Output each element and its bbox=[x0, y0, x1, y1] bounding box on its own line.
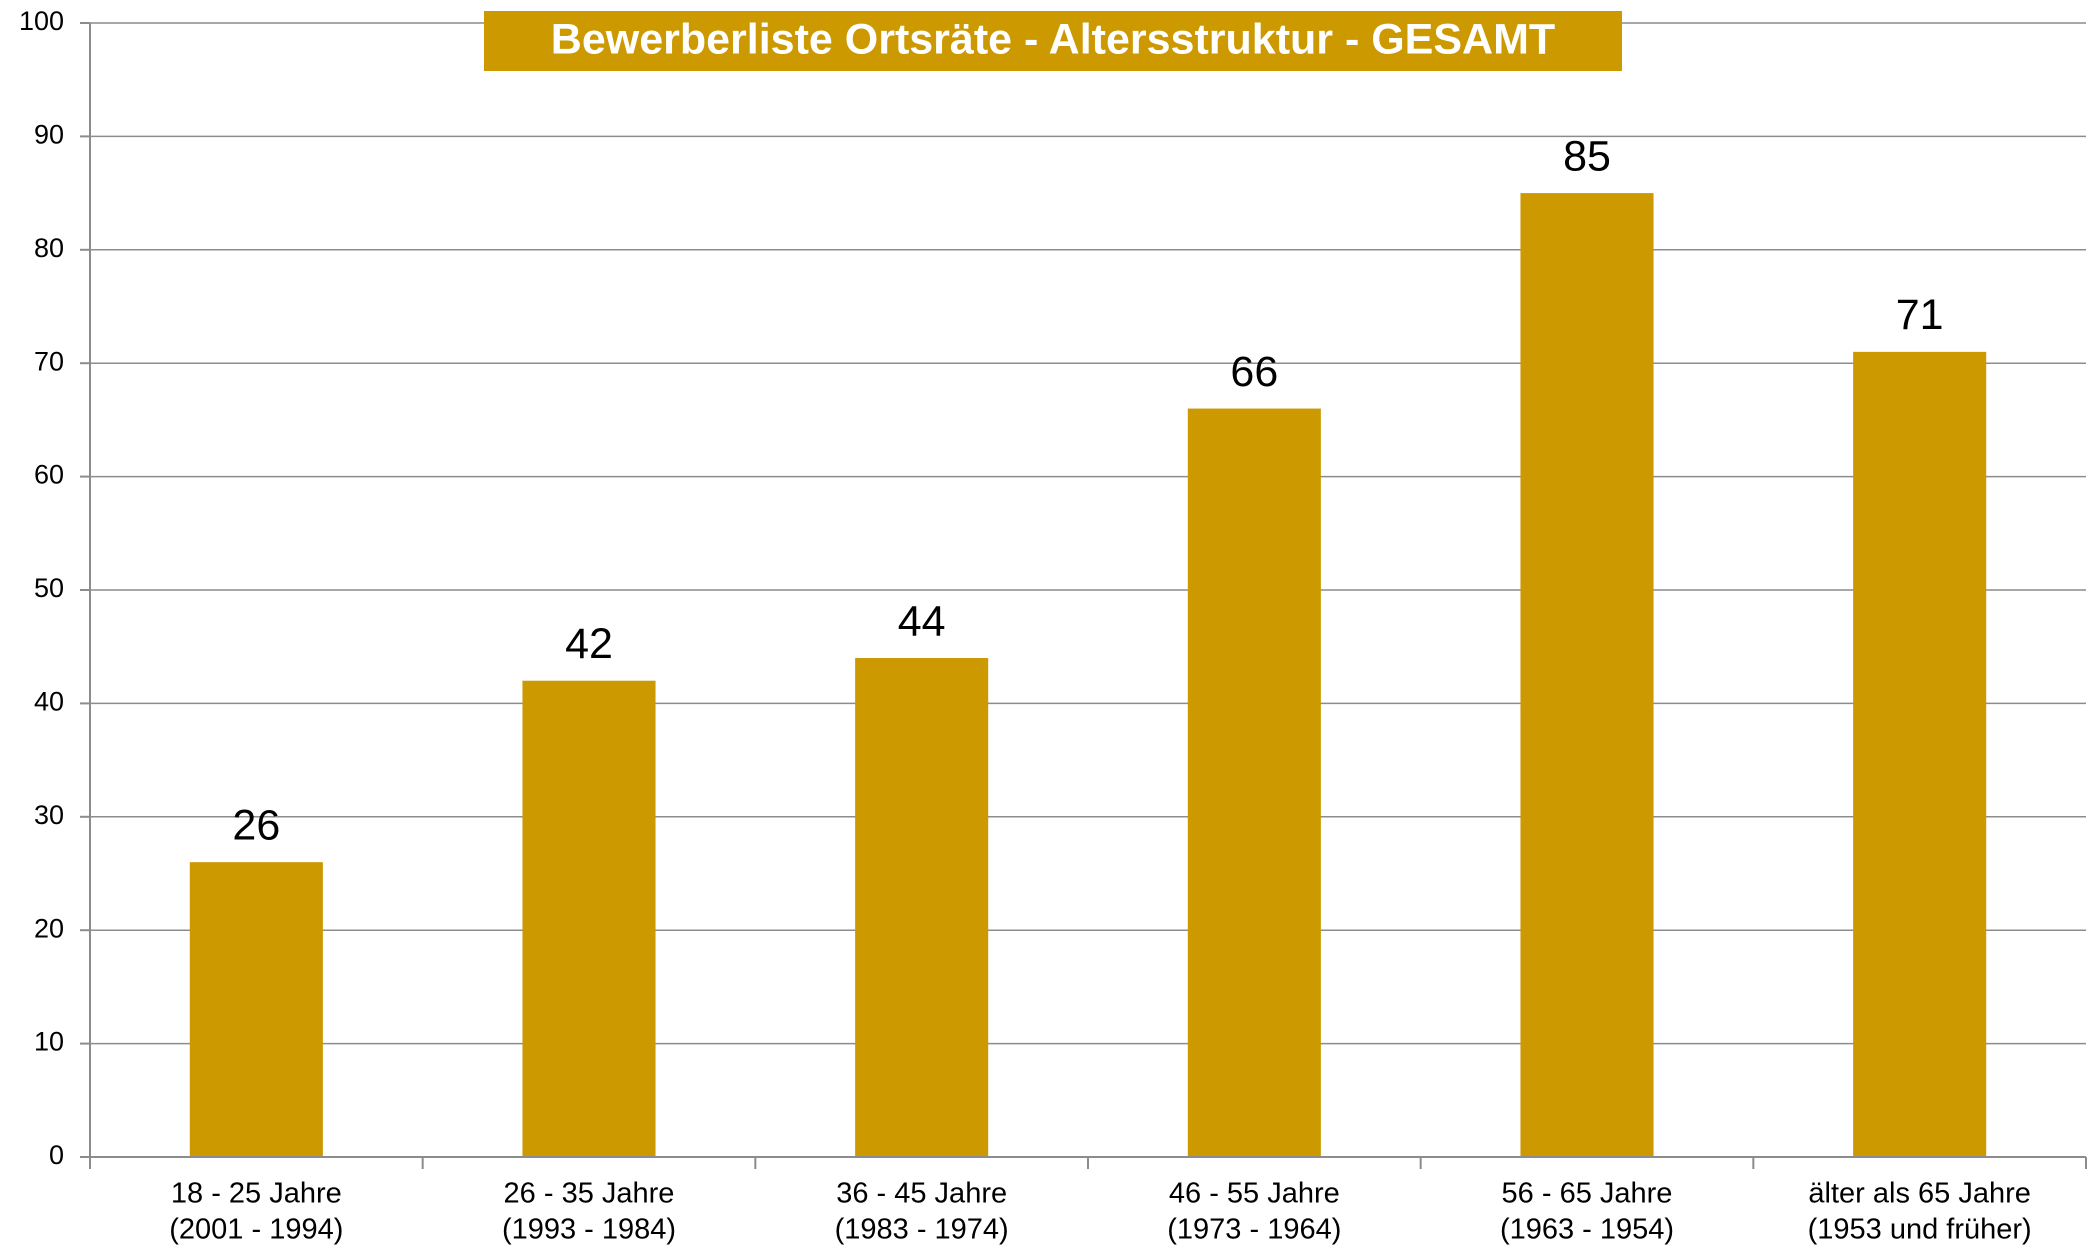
bar bbox=[189, 862, 323, 1157]
x-tick-label: 26 - 35 Jahre bbox=[504, 1178, 675, 1210]
bar bbox=[1853, 351, 1987, 1157]
x-tick-label: 18 - 25 Jahre bbox=[171, 1178, 342, 1210]
x-tick-label: (1963 - 1954) bbox=[1500, 1214, 1674, 1246]
y-tick-label: 10 bbox=[34, 1027, 64, 1057]
data-label: 85 bbox=[1563, 132, 1611, 180]
bar bbox=[1187, 408, 1321, 1157]
y-tick-label: 30 bbox=[34, 800, 64, 830]
x-tick-label: (1993 - 1984) bbox=[502, 1214, 676, 1246]
x-tick-label: 56 - 65 Jahre bbox=[1502, 1178, 1673, 1210]
data-label: 42 bbox=[565, 620, 613, 668]
x-tick-label: (1983 - 1974) bbox=[835, 1214, 1009, 1246]
y-tick-label: 50 bbox=[34, 573, 64, 603]
x-tick-label: älter als 65 Jahre bbox=[1808, 1178, 2030, 1210]
y-tick-label: 100 bbox=[19, 6, 64, 36]
y-tick-label: 0 bbox=[49, 1140, 64, 1170]
y-tick-label: 20 bbox=[34, 913, 64, 943]
data-label: 26 bbox=[232, 802, 280, 850]
data-label: 71 bbox=[1896, 291, 1944, 339]
y-tick-label: 80 bbox=[34, 233, 64, 263]
chart-title: Bewerberliste Ortsräte - Altersstruktur … bbox=[551, 15, 1555, 63]
x-tick-label: (1953 und früher) bbox=[1808, 1214, 2032, 1246]
bar bbox=[1520, 193, 1654, 1158]
y-tick-label: 40 bbox=[34, 687, 64, 717]
data-label: 66 bbox=[1230, 348, 1278, 396]
x-tick-label: 36 - 45 Jahre bbox=[836, 1178, 1007, 1210]
x-tick-label: (1973 - 1964) bbox=[1167, 1214, 1341, 1246]
data-label: 44 bbox=[898, 597, 946, 645]
title-box bbox=[484, 11, 1622, 71]
plot: 0 10 20 30 40 50 60 70 80 90 100 18 - 25 Jahre (2001… bbox=[19, 6, 2087, 1246]
y-tick-label: 60 bbox=[34, 460, 64, 490]
y-tick-label: 90 bbox=[34, 120, 64, 150]
x-tick-label: 46 - 55 Jahre bbox=[1169, 1178, 1340, 1210]
bar bbox=[855, 658, 989, 1157]
bar bbox=[522, 680, 656, 1157]
x-tick-label: (2001 - 1994) bbox=[169, 1214, 343, 1246]
y-tick-label: 70 bbox=[34, 346, 64, 376]
